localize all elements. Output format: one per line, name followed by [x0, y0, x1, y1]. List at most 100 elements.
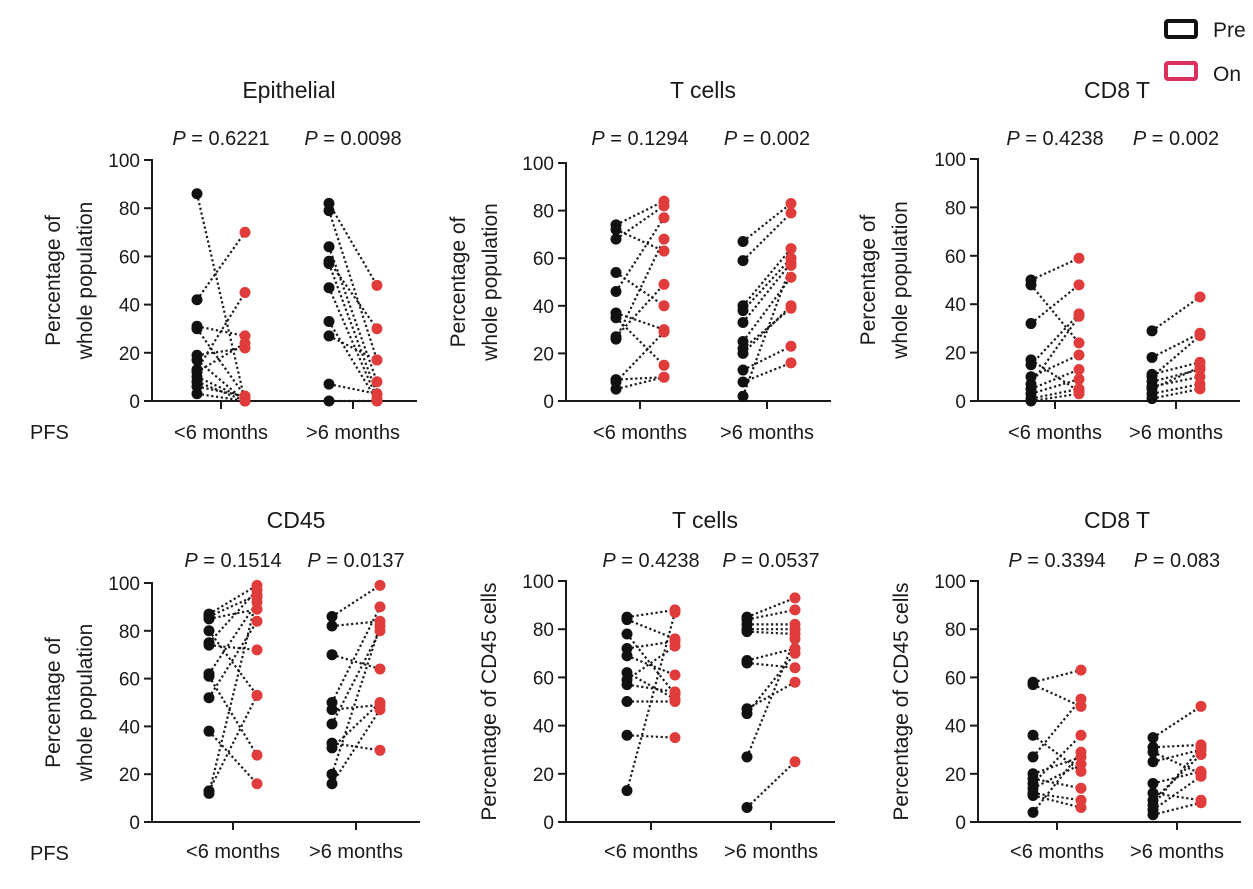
- y-tick-label: 60: [533, 668, 554, 689]
- pre-point: [191, 323, 203, 335]
- on-point: [371, 279, 383, 291]
- paired-line: [328, 320, 378, 402]
- paired-line: [330, 625, 382, 775]
- paired-line: [1032, 763, 1082, 790]
- paired-line: [742, 276, 792, 343]
- on-point: [785, 271, 797, 283]
- on-point: [1075, 693, 1087, 705]
- pre-point: [1147, 809, 1159, 821]
- paired-line: [195, 193, 247, 402]
- pre-point: [1146, 393, 1158, 405]
- pre-point: [203, 787, 215, 799]
- pre-point: [621, 679, 633, 691]
- on-point: [789, 662, 801, 674]
- on-point: [251, 615, 263, 627]
- on-point: [1073, 279, 1085, 291]
- pre-point: [741, 708, 753, 720]
- pre-point: [1025, 318, 1037, 330]
- x-category-label: <6 months: [593, 422, 687, 444]
- x-category-label: >6 months: [724, 841, 818, 863]
- paired-line: [208, 730, 258, 785]
- paired-line: [615, 376, 665, 391]
- paired-line: [615, 331, 665, 383]
- paired-line: [208, 584, 258, 616]
- y-axis-label: Percentage of CD45 cells: [478, 582, 501, 820]
- on-point: [658, 278, 670, 290]
- paired-line: [328, 334, 378, 362]
- pre-point: [326, 649, 338, 661]
- legend-pre-swatch: [1164, 19, 1198, 39]
- pre-point: [621, 729, 633, 741]
- paired-line: [746, 596, 796, 619]
- y-tick-label: 0: [129, 392, 140, 413]
- paired-line: [746, 652, 796, 715]
- pre-point: [610, 224, 622, 236]
- panel-title: T cells: [670, 77, 736, 103]
- pre-point: [191, 354, 203, 366]
- y-tick-label: 0: [543, 392, 554, 413]
- y-tick-label: 60: [119, 670, 140, 691]
- paired-line: [328, 260, 378, 330]
- paired-line: [196, 359, 246, 402]
- pre-point: [326, 718, 338, 730]
- on-point: [669, 669, 681, 681]
- y-tick-label: 0: [543, 813, 554, 834]
- paired-line: [1032, 791, 1082, 802]
- x-category-label: <6 months: [186, 841, 280, 863]
- on-point: [371, 354, 383, 366]
- y-tick-label: 80: [119, 199, 140, 220]
- paired-line: [1030, 378, 1080, 395]
- p-value-label: P = 0.002: [724, 128, 810, 150]
- paired-line: [615, 271, 665, 307]
- paired-line: [626, 640, 676, 650]
- paired-line: [1152, 753, 1202, 802]
- pre-point: [191, 294, 203, 306]
- on-point: [658, 359, 670, 371]
- x-category-label: >6 months: [309, 841, 403, 863]
- on-point: [374, 601, 386, 613]
- on-point: [669, 686, 681, 698]
- on-point: [371, 376, 383, 388]
- paired-line: [207, 597, 259, 794]
- on-point: [785, 340, 797, 352]
- on-point: [789, 592, 801, 604]
- paired-line: [331, 606, 381, 703]
- legend-pre-label: Pre: [1213, 19, 1246, 42]
- y-tick-label: 60: [533, 249, 554, 270]
- y-tick-label: 60: [119, 247, 140, 268]
- paired-line: [742, 262, 792, 324]
- y-tick-label: 40: [119, 296, 140, 317]
- paired-line: [1152, 801, 1202, 816]
- pfs-label-row1: PFS: [30, 422, 69, 444]
- pre-point: [737, 347, 749, 359]
- paired-line: [1152, 743, 1202, 749]
- panel-title: T cells: [672, 507, 738, 533]
- x-category-label: <6 months: [1010, 841, 1104, 863]
- paired-line: [196, 346, 246, 357]
- on-point: [1073, 252, 1085, 264]
- on-point: [1194, 291, 1206, 303]
- on-point: [1195, 770, 1207, 782]
- y-tick-label: 60: [945, 668, 966, 689]
- paired-line: [746, 661, 796, 669]
- paired-line: [615, 316, 665, 367]
- on-point: [239, 287, 251, 299]
- paired-line: [1151, 375, 1201, 388]
- on-point: [1195, 797, 1207, 809]
- y-tick-label: 20: [533, 344, 554, 365]
- on-point: [374, 620, 386, 632]
- paired-line: [1032, 698, 1082, 758]
- y-tick-label: 20: [533, 765, 554, 786]
- paired-line: [208, 620, 258, 699]
- pre-point: [323, 241, 335, 253]
- pre-point: [741, 626, 753, 638]
- y-tick-label: 20: [119, 765, 140, 786]
- pre-point: [1027, 729, 1039, 741]
- paired-line: [742, 212, 792, 262]
- on-point: [1073, 388, 1085, 400]
- on-point: [1194, 361, 1206, 373]
- on-point: [371, 323, 383, 335]
- legend: Pre On: [1164, 19, 1246, 86]
- paired-line: [328, 202, 378, 286]
- paired-line: [742, 361, 792, 383]
